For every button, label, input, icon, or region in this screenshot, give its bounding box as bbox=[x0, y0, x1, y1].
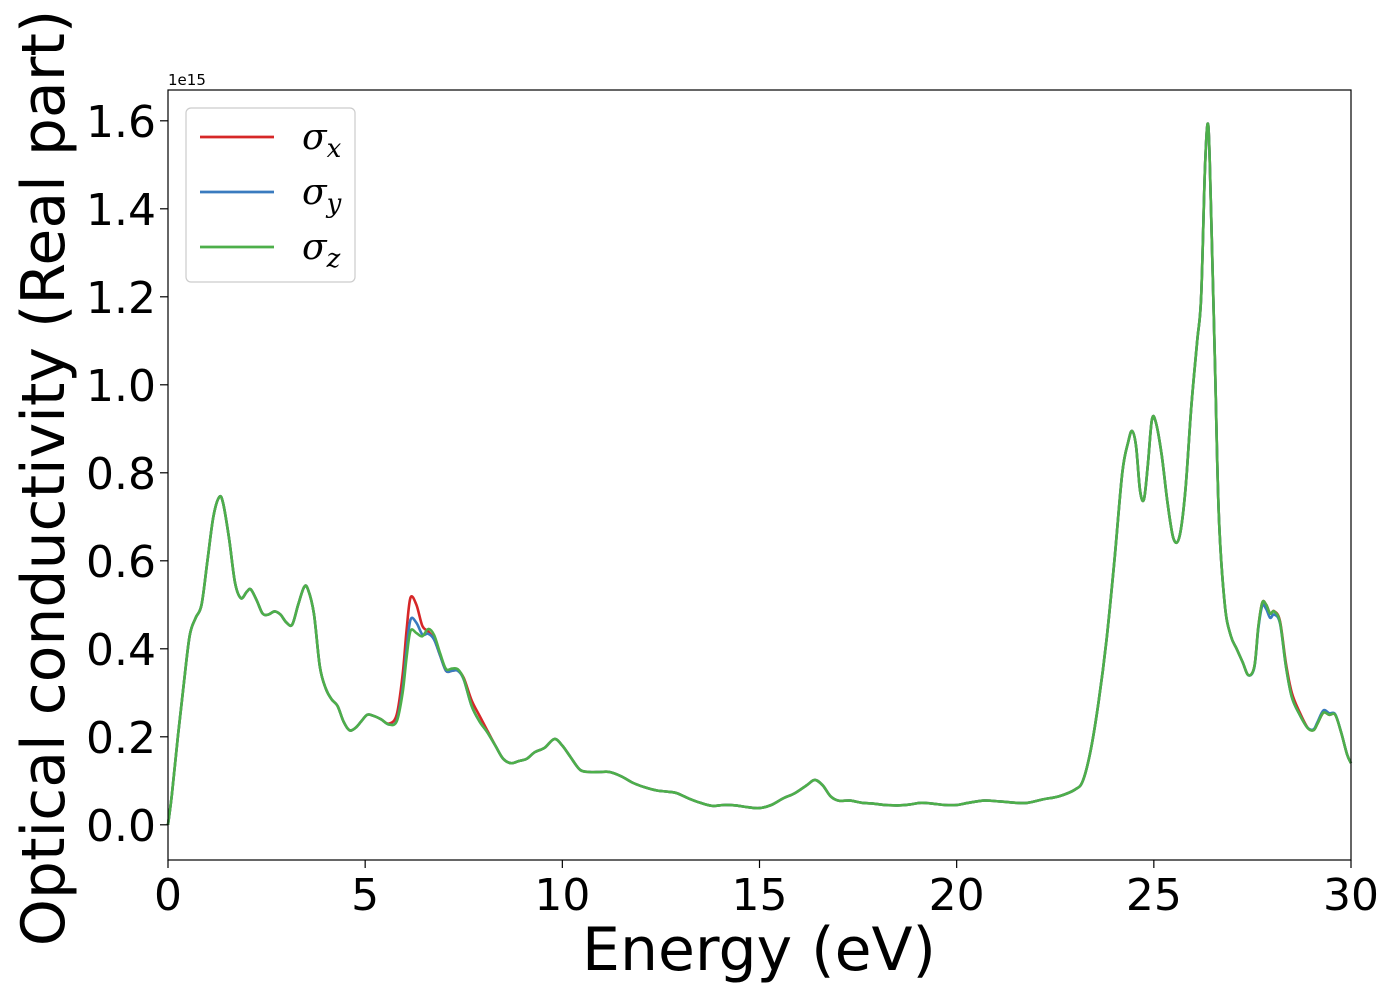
x-tick-label: 5 bbox=[351, 870, 379, 921]
y-tick-label: 1.2 bbox=[86, 273, 156, 324]
y-tick-label: 0.0 bbox=[86, 801, 156, 852]
series-line-sigma-z bbox=[166, 122, 1353, 825]
legend-label-sigma-y: σy bbox=[302, 172, 342, 219]
y-tick-label: 1.6 bbox=[86, 97, 156, 148]
x-tick-label: 30 bbox=[1323, 870, 1379, 921]
x-axis: 0 5 10 15 20 25 30 bbox=[154, 860, 1379, 921]
y-tick-label: 1.0 bbox=[86, 361, 156, 412]
legend-symbol: σ bbox=[302, 227, 328, 268]
y-axis: 0.0 0.2 0.4 0.6 0.8 1.0 1.2 1.4 1.6 bbox=[86, 97, 168, 852]
legend-subscript: y bbox=[326, 189, 342, 219]
x-tick-label: 0 bbox=[154, 870, 182, 921]
y-tick-label: 1.4 bbox=[86, 185, 156, 236]
x-tick-label: 15 bbox=[732, 870, 788, 921]
legend-symbol: σ bbox=[302, 172, 328, 213]
legend-subscript: x bbox=[327, 134, 342, 164]
x-tick-label: 10 bbox=[534, 870, 590, 921]
y-axis-title: Optical conductivity (Real part) bbox=[9, 10, 79, 947]
legend-label-sigma-x: σx bbox=[302, 117, 342, 164]
legend-subscript: z bbox=[326, 244, 341, 274]
y-tick-label: 0.4 bbox=[86, 625, 156, 676]
y-tick-label: 0.2 bbox=[86, 713, 156, 764]
y-tick-label: 0.6 bbox=[86, 537, 156, 588]
legend-symbol: σ bbox=[302, 117, 328, 158]
x-axis-title: Energy (eV) bbox=[582, 915, 936, 985]
x-tick-label: 20 bbox=[929, 870, 985, 921]
x-tick-label: 25 bbox=[1126, 870, 1182, 921]
series-layer bbox=[166, 122, 1353, 825]
legend-label-sigma-z: σz bbox=[302, 227, 341, 274]
y-tick-label: 0.8 bbox=[86, 449, 156, 500]
y-offset-label: 1e15 bbox=[168, 71, 206, 89]
legend-box bbox=[185, 107, 356, 283]
